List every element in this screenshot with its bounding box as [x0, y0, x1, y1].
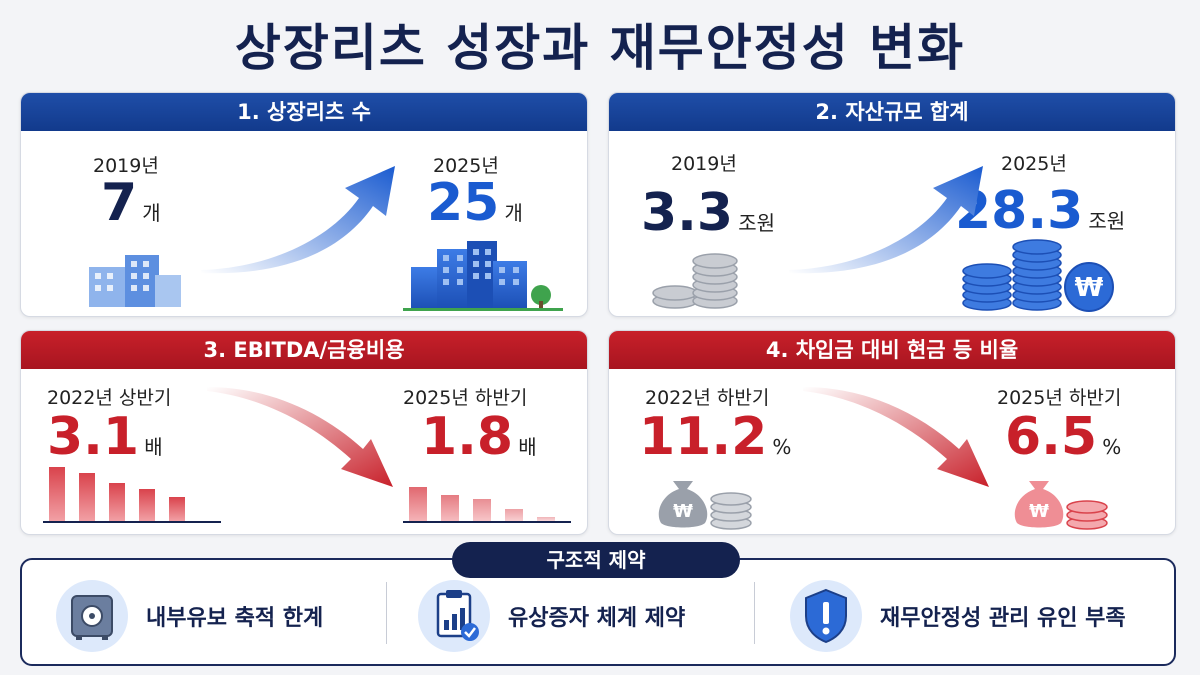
constraint-label-retained-earnings: 내부유보 축적 한계 [146, 606, 324, 631]
to-label: 2025년 [433, 155, 499, 177]
money-bag-red-icon: ₩ [1014, 481, 1108, 530]
from-value: 11.2 [639, 407, 768, 467]
card-listed-reits: 1. 상장리츠 수 2019년 7 개 2025년 25 개 [20, 92, 588, 317]
from-unit: 개 [142, 201, 161, 225]
coin-stack-large-icon: ₩ [962, 239, 1114, 312]
clipboard-chart-icon [418, 580, 490, 652]
to-label: 2025년 하반기 [997, 387, 1122, 409]
card-heading: 3. EBITDA/금융비용 [21, 331, 587, 369]
page-title: 상장리츠 성장과 재무안정성 변화 [234, 19, 966, 77]
card-ebitda: 3. EBITDA/금융비용 2022년 상반기 3.1 배 2025년 하반기… [20, 330, 588, 535]
from-unit: 조원 [738, 211, 776, 235]
bars-declining-icon [43, 467, 221, 523]
money-bag-gray-icon: ₩ [658, 481, 752, 530]
decline-arrow-icon [207, 387, 393, 487]
safe-icon [56, 580, 128, 652]
to-unit: 조원 [1088, 209, 1126, 233]
decline-arrow-icon [803, 387, 989, 487]
card-heading: 4. 차입금 대비 현금 등 비율 [609, 331, 1175, 369]
to-unit: % [1102, 435, 1122, 459]
building-cluster-icon [403, 241, 563, 311]
from-value: 3.1 [47, 407, 140, 467]
building-small-icon [89, 255, 181, 307]
to-label: 2025년 [1001, 153, 1067, 175]
to-label: 2025년 하반기 [403, 387, 528, 409]
from-label: 2022년 하반기 [645, 387, 770, 409]
constraint-label-stability-incentive: 재무안정성 관리 유인 부족 [880, 606, 1126, 631]
to-value: 6.5 [1005, 407, 1098, 467]
growth-arrow-icon [201, 166, 395, 274]
constraints-tag: 구조적 제약 [452, 542, 740, 578]
from-label: 2019년 [93, 155, 159, 177]
coin-stack-small-icon [652, 253, 738, 309]
from-value: 3.3 [641, 183, 734, 243]
from-label: 2019년 [671, 153, 737, 175]
to-unit: 개 [504, 201, 523, 225]
to-value: 1.8 [421, 407, 514, 467]
bars-low-icon [403, 487, 571, 523]
divider [386, 582, 387, 644]
svg-text:₩: ₩ [1075, 273, 1104, 303]
card-heading: 2. 자산규모 합계 [609, 93, 1175, 131]
from-value: 7 [101, 173, 138, 233]
constraint-label-rights-offering: 유상증자 체계 제약 [508, 606, 686, 631]
svg-text:₩: ₩ [1029, 501, 1049, 522]
divider [754, 582, 755, 644]
growth-arrow-icon [789, 166, 983, 274]
from-unit: % [772, 435, 792, 459]
to-unit: 배 [518, 435, 537, 459]
shield-alert-icon [790, 580, 862, 652]
svg-text:₩: ₩ [673, 501, 693, 522]
card-asset-size: 2. 자산규모 합계 2019년 3.3 조원 2025년 28.3 조원 ₩ [608, 92, 1176, 317]
card-cash-ratio: 4. 차입금 대비 현금 등 비율 2022년 하반기 11.2 % 2025년… [608, 330, 1176, 535]
card-heading: 1. 상장리츠 수 [21, 93, 587, 131]
from-label: 2022년 상반기 [47, 387, 172, 409]
to-value: 25 [427, 173, 500, 233]
from-unit: 배 [144, 435, 163, 459]
constraints-panel: 내부유보 축적 한계 유상증자 체계 제약 재무안정성 관리 유인 부족 [20, 558, 1176, 666]
